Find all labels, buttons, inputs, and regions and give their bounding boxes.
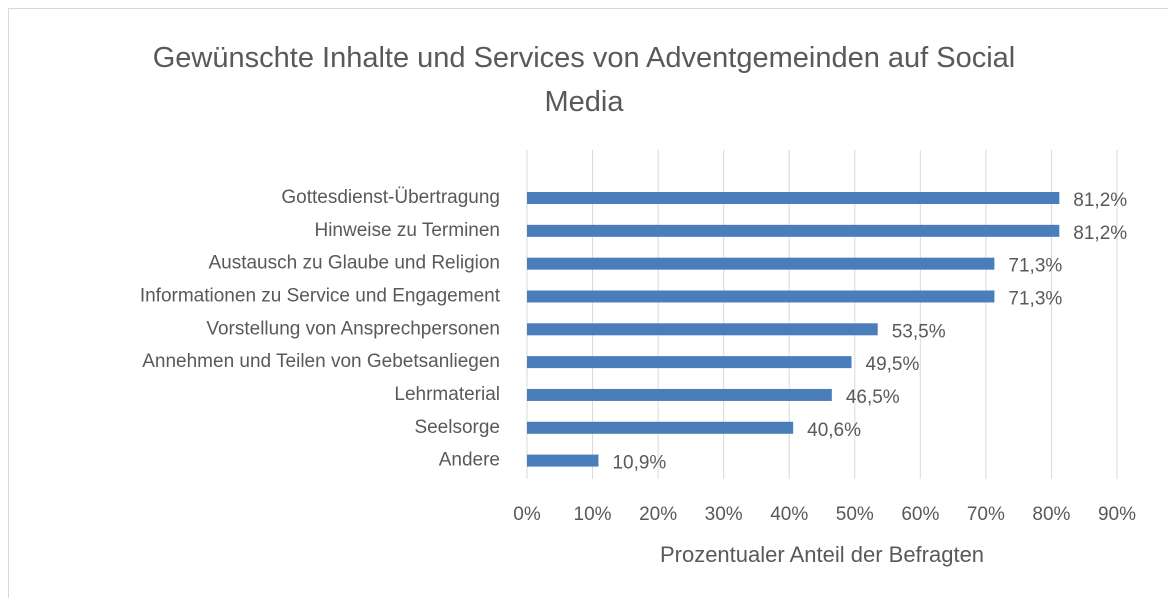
bar bbox=[527, 356, 852, 369]
value-label: 53,5% bbox=[892, 321, 946, 342]
y-tick-label: Vorstellung von Ansprechpersonen bbox=[206, 318, 500, 339]
x-tick-label: 90% bbox=[1098, 504, 1136, 525]
value-label: 71,3% bbox=[1008, 288, 1062, 309]
value-label: 40,6% bbox=[807, 420, 861, 441]
x-tick-label: 70% bbox=[967, 504, 1005, 525]
chart-title: Gewünschte Inhalte und Services von Adve… bbox=[152, 42, 1016, 118]
chart-border bbox=[8, 8, 1168, 598]
value-label: 81,2% bbox=[1073, 190, 1127, 211]
bar bbox=[527, 290, 995, 303]
value-label: 46,5% bbox=[846, 387, 900, 408]
bar bbox=[527, 224, 1060, 237]
y-tick-label: Gottesdienst-Übertragung bbox=[281, 187, 500, 208]
value-label: 10,9% bbox=[612, 453, 666, 474]
bar bbox=[527, 421, 794, 434]
bar bbox=[527, 257, 995, 270]
bar bbox=[527, 323, 878, 336]
x-tick-label: 10% bbox=[574, 504, 612, 525]
value-label: 49,5% bbox=[866, 354, 920, 375]
bar bbox=[527, 388, 832, 401]
x-tick-label: 30% bbox=[705, 504, 743, 525]
x-tick-label: 40% bbox=[770, 504, 808, 525]
value-label: 81,2% bbox=[1073, 223, 1127, 244]
value-label: 71,3% bbox=[1008, 256, 1062, 277]
y-tick-label: Austausch zu Glaube und Religion bbox=[208, 253, 500, 274]
x-axis-label: Prozentualer Anteil der Befragten bbox=[660, 542, 984, 567]
y-tick-label: Informationen zu Service und Engagement bbox=[140, 285, 501, 306]
bar bbox=[527, 192, 1060, 205]
bar bbox=[527, 454, 599, 467]
y-tick-label: Hinweise zu Terminen bbox=[314, 220, 500, 241]
x-tick-label: 20% bbox=[639, 504, 677, 525]
y-tick-label: Annehmen und Teilen von Gebetsanliegen bbox=[142, 351, 500, 372]
x-tick-label: 60% bbox=[901, 504, 939, 525]
x-tick-label: 50% bbox=[836, 504, 874, 525]
y-tick-label: Lehrmaterial bbox=[394, 384, 500, 405]
x-tick-label: 0% bbox=[513, 504, 541, 525]
y-tick-label: Seelsorge bbox=[414, 417, 500, 438]
x-tick-label: 80% bbox=[1032, 504, 1070, 525]
y-tick-label: Andere bbox=[439, 450, 500, 471]
